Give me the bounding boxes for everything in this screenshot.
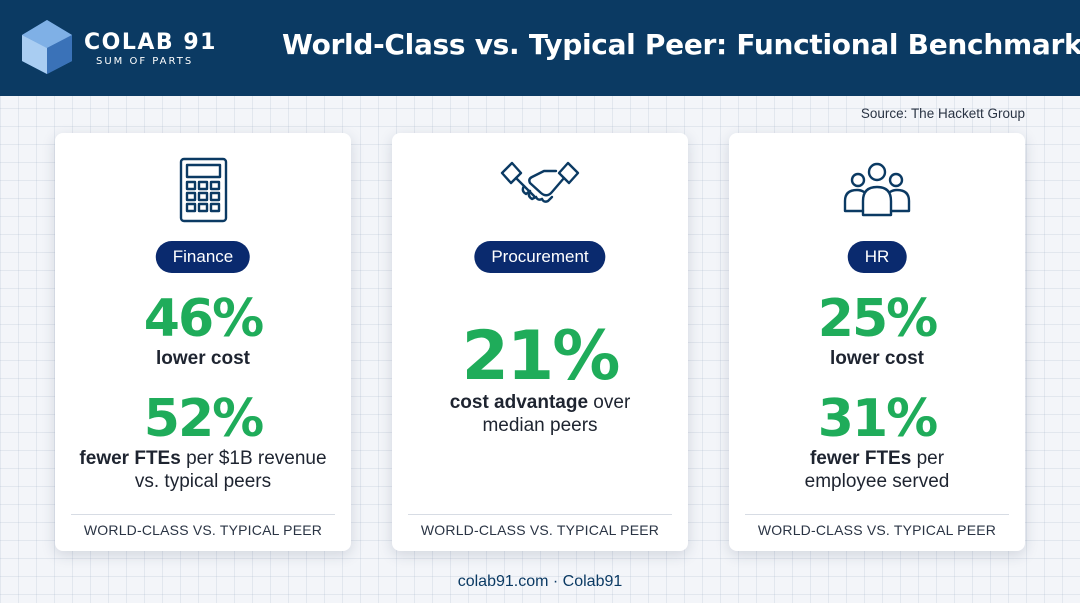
people-group-icon xyxy=(843,162,911,217)
stat-value: 52% xyxy=(143,389,264,449)
stat-value: 31% xyxy=(817,389,938,449)
page-title: World-Class vs. Typical Peer: Functional… xyxy=(282,28,1080,61)
stat-description: fewer FTEs per employee served xyxy=(804,448,950,492)
stat-value: 25% xyxy=(817,289,938,349)
category-pill: Procurement xyxy=(474,241,606,273)
stat-value: 21% xyxy=(461,317,621,396)
card-finance: Finance 46% lower cost 52% fewer FTEs pe… xyxy=(55,133,351,551)
category-pill: HR xyxy=(847,241,907,273)
brand-name: COLAB 91 xyxy=(84,30,217,55)
card-footnote: WORLD-CLASS VS. TYPICAL PEER xyxy=(83,522,323,538)
stat-value: 46% xyxy=(143,289,264,349)
card-hr: HR 25% lower cost 31% fewer FTEs per emp… xyxy=(729,133,1025,551)
card-footnote: WORLD-CLASS VS. TYPICAL PEER xyxy=(420,522,660,538)
stat-description: lower cost xyxy=(156,348,250,369)
calculator-icon xyxy=(179,157,228,223)
divider xyxy=(408,514,672,515)
card-footnote: WORLD-CLASS VS. TYPICAL PEER xyxy=(757,522,997,538)
divider xyxy=(745,514,1009,515)
stat-description: fewer FTEs per $1B revenue vs. typical p… xyxy=(79,448,327,492)
stat-description: cost advantage over median peers xyxy=(449,392,631,436)
colab91-logo-icon xyxy=(22,20,72,74)
divider xyxy=(71,514,335,515)
stat-description: lower cost xyxy=(830,348,924,369)
card-procurement: Procurement 21% cost advantage over medi… xyxy=(392,133,688,551)
header-bar: COLAB 91 SUM OF PARTS World-Class vs. Ty… xyxy=(0,0,1080,96)
source-note: Source: The Hackett Group xyxy=(860,106,1025,121)
handshake-icon xyxy=(500,161,580,203)
brand-tagline: SUM OF PARTS xyxy=(96,56,194,67)
category-pill: Finance xyxy=(155,241,251,273)
footer-link[interactable]: colab91.com · Colab91 xyxy=(457,573,623,590)
